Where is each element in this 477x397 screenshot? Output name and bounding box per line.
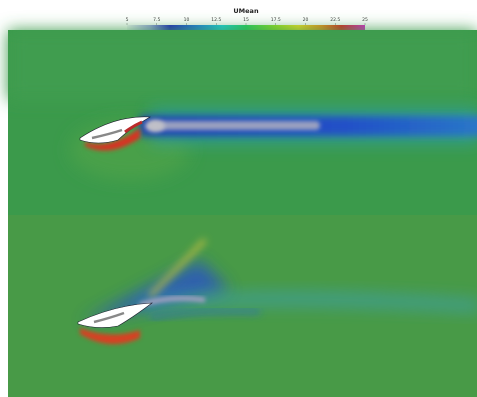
colorbar-tick-label: 5 bbox=[126, 17, 129, 23]
colorbar-tick-label: 17.5 bbox=[271, 17, 281, 23]
top-panel bbox=[8, 30, 477, 215]
colorbar-tick-label: 12.5 bbox=[211, 17, 221, 23]
colorbar-tick-label: 20 bbox=[303, 17, 309, 23]
flow-visualization: UMean 5 7.5 10 12.5 15 17.5 20 22.5 25 bbox=[0, 0, 477, 397]
colorbar-ticks: 5 7.5 10 12.5 15 17.5 20 22.5 25 bbox=[126, 17, 368, 25]
bottom-panel bbox=[8, 215, 477, 397]
colorbar-tick-label: 15 bbox=[243, 17, 249, 23]
colorbar-tick-label: 22.5 bbox=[330, 17, 340, 23]
colorbar-title: UMean bbox=[233, 7, 259, 15]
colorbar-tick-label: 25 bbox=[362, 17, 368, 23]
colorbar-tick-label: 10 bbox=[184, 17, 190, 23]
colorbar-tick-label: 7.5 bbox=[153, 17, 160, 23]
colorbar bbox=[127, 25, 365, 30]
